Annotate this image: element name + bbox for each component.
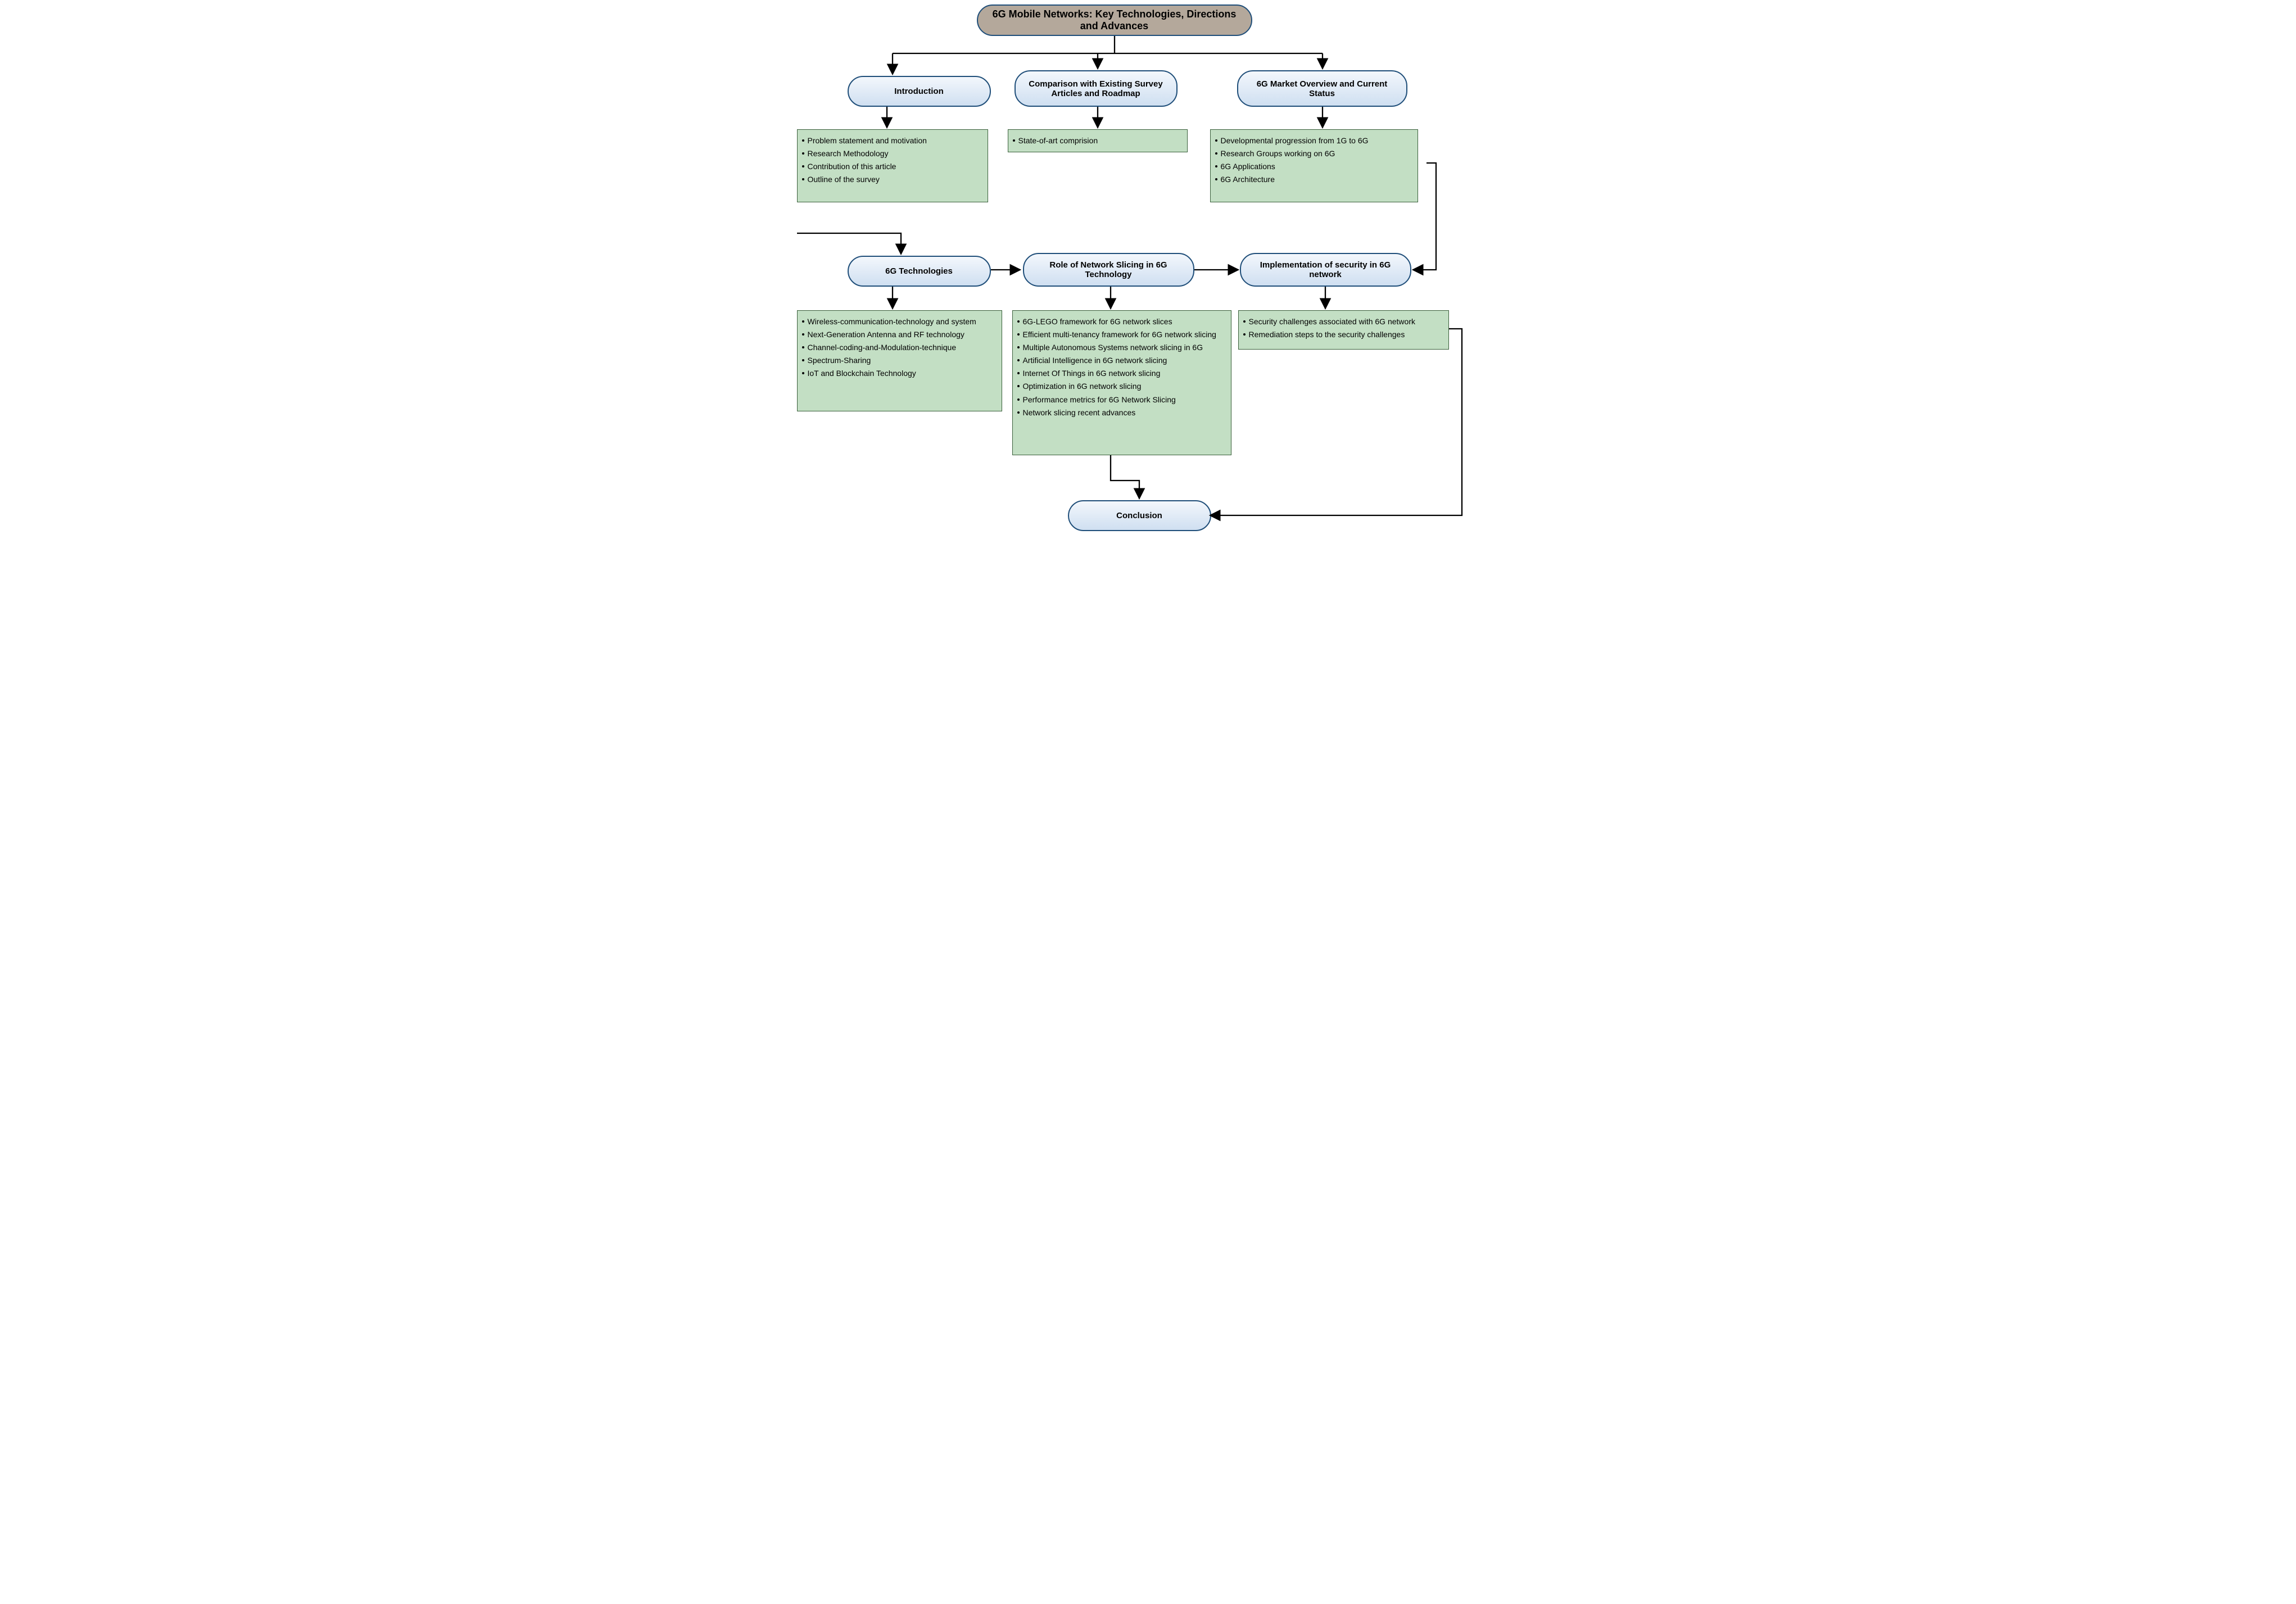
list-item-label: Wireless-communication-technology and sy… <box>808 315 976 328</box>
root-node-label: 6G Mobile Networks: Key Technologies, Di… <box>986 8 1243 32</box>
list-item-label: Optimization in 6G network slicing <box>1023 380 1142 393</box>
list-tech: Wireless-communication-technology and sy… <box>797 310 1002 411</box>
section-slicing-label: Role of Network Slicing in 6G Technology <box>1032 260 1185 279</box>
list-security: Security challenges associated with 6G n… <box>1238 310 1449 350</box>
list-item: Efficient multi-tenancy framework for 6G… <box>1016 328 1225 341</box>
list-item: Wireless-communication-technology and sy… <box>801 315 996 328</box>
list-item-label: Efficient multi-tenancy framework for 6G… <box>1023 328 1216 341</box>
section-compare: Comparison with Existing Survey Articles… <box>1015 70 1178 107</box>
section-conclusion-label: Conclusion <box>1116 511 1162 520</box>
bullet-icon <box>1017 320 1020 323</box>
list-compare: State-of-art comprision <box>1008 129 1188 152</box>
list-item-label: Multiple Autonomous Systems network slic… <box>1023 341 1203 354</box>
list-item-label: Remediation steps to the security challe… <box>1249 328 1405 341</box>
list-item: Channel-coding-and-Modulation-technique <box>801 341 996 354</box>
section-intro: Introduction <box>848 76 991 107</box>
bullet-icon <box>802 165 804 167</box>
list-item-label: Network slicing recent advances <box>1023 406 1136 419</box>
section-market-label: 6G Market Overview and Current Status <box>1246 79 1398 98</box>
list-item-label: Outline of the survey <box>808 173 880 186</box>
list-item: Research Groups working on 6G <box>1214 147 1412 160</box>
list-item-label: Performance metrics for 6G Network Slici… <box>1023 393 1176 406</box>
list-item: State-of-art comprision <box>1012 134 1181 147</box>
section-security-label: Implementation of security in 6G network <box>1249 260 1402 279</box>
list-item-label: Next-Generation Antenna and RF technolog… <box>808 328 964 341</box>
bullet-icon <box>1243 320 1246 323</box>
list-item: 6G-LEGO framework for 6G network slices <box>1016 315 1225 328</box>
list-item-label: Developmental progression from 1G to 6G <box>1221 134 1369 147</box>
section-intro-label: Introduction <box>894 87 943 96</box>
list-item: Next-Generation Antenna and RF technolog… <box>801 328 996 341</box>
bullet-icon <box>1017 385 1020 387</box>
list-item: 6G Architecture <box>1214 173 1412 186</box>
bullet-icon <box>1017 398 1020 401</box>
list-item: Artificial Intelligence in 6G network sl… <box>1016 354 1225 367</box>
edge-intro-side-to-tech <box>797 233 901 253</box>
list-intro: Problem statement and motivationResearch… <box>797 129 988 202</box>
list-item: Remediation steps to the security challe… <box>1242 328 1443 341</box>
list-item: Developmental progression from 1G to 6G <box>1214 134 1412 147</box>
section-tech-label: 6G Technologies <box>885 266 953 276</box>
bullet-icon <box>802 320 804 323</box>
list-item: Performance metrics for 6G Network Slici… <box>1016 393 1225 406</box>
list-item: Security challenges associated with 6G n… <box>1242 315 1443 328</box>
list-item-label: 6G Architecture <box>1221 173 1275 186</box>
bullet-icon <box>1017 333 1020 336</box>
bullet-icon <box>802 139 804 142</box>
list-item-label: Security challenges associated with 6G n… <box>1249 315 1415 328</box>
list-market: Developmental progression from 1G to 6GR… <box>1210 129 1418 202</box>
list-item-label: 6G-LEGO framework for 6G network slices <box>1023 315 1172 328</box>
bullet-icon <box>802 359 804 361</box>
list-item: IoT and Blockchain Technology <box>801 367 996 380</box>
bullet-icon <box>1215 139 1217 142</box>
list-item: Optimization in 6G network slicing <box>1016 380 1225 393</box>
bullet-icon <box>1013 139 1015 142</box>
list-item-label: Research Methodology <box>808 147 889 160</box>
bullet-icon <box>1215 152 1217 155</box>
bullet-icon <box>1017 359 1020 361</box>
list-item-label: 6G Applications <box>1221 160 1275 173</box>
bullet-icon <box>1017 346 1020 348</box>
list-item-label: Research Groups working on 6G <box>1221 147 1335 160</box>
bullet-icon <box>802 333 804 336</box>
section-security: Implementation of security in 6G network <box>1240 253 1411 287</box>
flowchart-canvas: 6G Mobile Networks: Key Technologies, Di… <box>789 0 1508 542</box>
list-item: Spectrum-Sharing <box>801 354 996 367</box>
list-item-label: Channel-coding-and-Modulation-technique <box>808 341 957 354</box>
list-item-label: Contribution of this article <box>808 160 896 173</box>
list-item-label: Internet Of Things in 6G network slicing <box>1023 367 1161 380</box>
list-item-label: Spectrum-Sharing <box>808 354 871 367</box>
list-slicing: 6G-LEGO framework for 6G network slicesE… <box>1012 310 1231 455</box>
list-item: Multiple Autonomous Systems network slic… <box>1016 341 1225 354</box>
section-slicing: Role of Network Slicing in 6G Technology <box>1023 253 1194 287</box>
list-item-label: IoT and Blockchain Technology <box>808 367 916 380</box>
list-item: Internet Of Things in 6G network slicing <box>1016 367 1225 380</box>
bullet-icon <box>802 178 804 180</box>
edge-sec-to-concl <box>1211 329 1462 515</box>
bullet-icon <box>1017 372 1020 374</box>
bullet-icon <box>802 372 804 374</box>
list-item-label: State-of-art comprision <box>1018 134 1098 147</box>
section-conclusion: Conclusion <box>1068 500 1211 531</box>
bullet-icon <box>802 346 804 348</box>
section-compare-label: Comparison with Existing Survey Articles… <box>1024 79 1169 98</box>
section-tech: 6G Technologies <box>848 256 991 287</box>
root-node: 6G Mobile Networks: Key Technologies, Di… <box>977 4 1252 36</box>
bullet-icon <box>802 152 804 155</box>
bullet-icon <box>1243 333 1246 336</box>
section-market: 6G Market Overview and Current Status <box>1237 70 1407 107</box>
bullet-icon <box>1215 165 1217 167</box>
list-item: Problem statement and motivation <box>801 134 982 147</box>
bullet-icon <box>1017 411 1020 414</box>
list-item: Contribution of this article <box>801 160 982 173</box>
list-item: Outline of the survey <box>801 173 982 186</box>
list-item: Research Methodology <box>801 147 982 160</box>
list-item: 6G Applications <box>1214 160 1412 173</box>
bullet-icon <box>1215 178 1217 180</box>
list-item-label: Artificial Intelligence in 6G network sl… <box>1023 354 1167 367</box>
edge-slicing-to-concl <box>1111 455 1139 497</box>
list-item: Network slicing recent advances <box>1016 406 1225 419</box>
list-item-label: Problem statement and motivation <box>808 134 927 147</box>
